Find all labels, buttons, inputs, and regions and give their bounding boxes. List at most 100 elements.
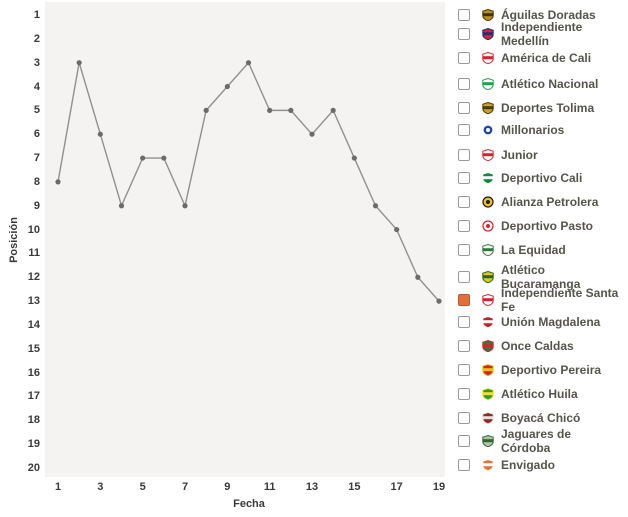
- x-tick-label: 13: [305, 481, 319, 493]
- x-tick-label: 17: [390, 481, 403, 493]
- deportes-tolima-checkbox[interactable]: [458, 102, 470, 114]
- america-de-cali-checkbox[interactable]: [458, 52, 470, 64]
- y-tick-label: 4: [33, 80, 40, 93]
- independiente-santa-fe-crest-icon: [482, 294, 494, 306]
- legend-item-aguilas-doradas[interactable]: Águilas Doradas: [458, 8, 624, 22]
- atletico-nacional-checkbox[interactable]: [458, 78, 470, 90]
- legend-item-atletico-nacional[interactable]: Atlético Nacional: [458, 77, 624, 91]
- once-caldas-checkbox[interactable]: [458, 340, 470, 352]
- x-tick-label: 3: [97, 481, 104, 493]
- team-label: Independiente Medellín: [501, 20, 583, 48]
- legend-item-once-caldas[interactable]: Once Caldas: [458, 339, 624, 353]
- data-point[interactable]: [351, 155, 357, 161]
- legend-item-boyaca-chico[interactable]: Boyacá Chicó: [458, 411, 624, 425]
- team-label: Deportivo Pasto: [501, 219, 594, 233]
- y-tick-label: 13: [27, 295, 40, 308]
- data-point[interactable]: [55, 179, 61, 185]
- boyaca-chico-checkbox[interactable]: [458, 412, 470, 424]
- y-tick-label: 1: [33, 9, 40, 21]
- atletico-huila-checkbox[interactable]: [458, 388, 470, 400]
- team-label: Boyacá Chicó: [501, 411, 581, 425]
- team-label: Jaguares de Córdoba: [501, 427, 572, 455]
- data-point[interactable]: [161, 155, 167, 161]
- legend-item-deportivo-pasto[interactable]: Deportivo Pasto: [458, 219, 624, 233]
- data-point[interactable]: [97, 131, 103, 137]
- data-point[interactable]: [76, 60, 82, 66]
- millonarios-checkbox[interactable]: [458, 124, 470, 136]
- data-point[interactable]: [182, 203, 188, 209]
- y-tick-label: 8: [33, 175, 40, 188]
- legend-item-atletico-bucaramanga[interactable]: Atlético Bucaramanga: [458, 263, 624, 291]
- independiente-medellin-crest-icon: [482, 28, 494, 40]
- aguilas-doradas-checkbox[interactable]: [458, 9, 470, 21]
- y-tick-label: 16: [27, 366, 40, 379]
- y-tick-label: 5: [33, 104, 40, 117]
- independiente-santa-fe-checkbox[interactable]: [458, 294, 470, 306]
- team-label: Millonarios: [501, 123, 565, 137]
- legend-item-la-equidad[interactable]: La Equidad: [458, 243, 624, 257]
- y-tick-label: 7: [33, 152, 40, 165]
- y-tick-label: 14: [27, 318, 40, 331]
- data-point[interactable]: [436, 298, 442, 304]
- deportivo-pasto-checkbox[interactable]: [458, 220, 470, 232]
- y-tick-label: 9: [33, 199, 40, 212]
- data-point[interactable]: [415, 274, 421, 280]
- legend-item-deportivo-cali[interactable]: Deportivo Cali: [458, 171, 624, 185]
- once-caldas-crest-icon: [482, 340, 494, 352]
- legend-item-deportes-tolima[interactable]: Deportes Tolima: [458, 101, 624, 115]
- atletico-nacional-crest-icon: [482, 78, 494, 90]
- union-magdalena-checkbox[interactable]: [458, 316, 470, 328]
- data-point[interactable]: [288, 107, 294, 113]
- x-tick-label: 11: [263, 481, 276, 493]
- legend-item-junior[interactable]: Junior: [458, 148, 624, 162]
- x-axis-label: Fecha: [233, 498, 265, 510]
- envigado-crest-icon: [482, 459, 494, 471]
- atletico-huila-crest-icon: [482, 388, 494, 400]
- independiente-medellin-checkbox[interactable]: [458, 28, 470, 40]
- y-tick-label: 18: [27, 414, 40, 427]
- legend-item-independiente-santa-fe[interactable]: Independiente Santa Fe: [458, 286, 624, 314]
- atletico-bucaramanga-checkbox[interactable]: [458, 271, 470, 283]
- jaguares-de-cordoba-checkbox[interactable]: [458, 435, 470, 447]
- data-point[interactable]: [394, 226, 400, 233]
- data-point[interactable]: [267, 107, 273, 113]
- la-equidad-checkbox[interactable]: [458, 244, 470, 256]
- atletico-bucaramanga-crest-icon: [482, 271, 494, 283]
- deportivo-pereira-checkbox[interactable]: [458, 364, 470, 376]
- team-label: América de Cali: [501, 51, 592, 65]
- envigado-checkbox[interactable]: [458, 459, 470, 471]
- team-label: La Equidad: [501, 243, 566, 257]
- legend-item-envigado[interactable]: Envigado: [458, 458, 624, 472]
- legend-item-deportivo-pereira[interactable]: Deportivo Pereira: [458, 363, 624, 377]
- data-point[interactable]: [118, 203, 125, 209]
- data-point[interactable]: [203, 107, 209, 113]
- legend-item-independiente-medellin[interactable]: Independiente Medellín: [458, 20, 624, 48]
- legend-item-jaguares-de-cordoba[interactable]: Jaguares de Córdoba: [458, 427, 624, 455]
- x-tick-label: 1: [54, 481, 62, 493]
- data-point[interactable]: [140, 155, 146, 161]
- alianza-petrolera-crest-icon: [482, 196, 494, 208]
- legend-item-atletico-huila[interactable]: Atlético Huila: [458, 387, 624, 401]
- alianza-petrolera-checkbox[interactable]: [458, 196, 470, 208]
- y-tick-label: 17: [27, 390, 40, 403]
- legend-item-millonarios[interactable]: Millonarios: [458, 123, 624, 137]
- data-point[interactable]: [224, 83, 230, 90]
- y-tick-label: 10: [27, 223, 40, 236]
- legend-item-union-magdalena[interactable]: Unión Magdalena: [458, 315, 624, 329]
- deportivo-cali-crest-icon: [482, 172, 494, 184]
- y-axis-label: Posición: [8, 217, 20, 263]
- x-tick-label: 9: [224, 481, 231, 493]
- legend-item-america-de-cali[interactable]: América de Cali: [458, 51, 624, 65]
- la-equidad-crest-icon: [482, 244, 494, 256]
- deportivo-pasto-crest-icon: [482, 220, 494, 232]
- team-label: Atlético Bucaramanga: [501, 263, 581, 291]
- data-point[interactable]: [245, 60, 252, 66]
- legend-item-alianza-petrolera[interactable]: Alianza Petrolera: [458, 195, 624, 209]
- data-point[interactable]: [372, 203, 379, 209]
- deportivo-cali-checkbox[interactable]: [458, 172, 470, 184]
- junior-checkbox[interactable]: [458, 149, 470, 161]
- data-point[interactable]: [309, 131, 315, 137]
- y-tick-label: 3: [33, 56, 40, 69]
- data-point[interactable]: [330, 107, 336, 113]
